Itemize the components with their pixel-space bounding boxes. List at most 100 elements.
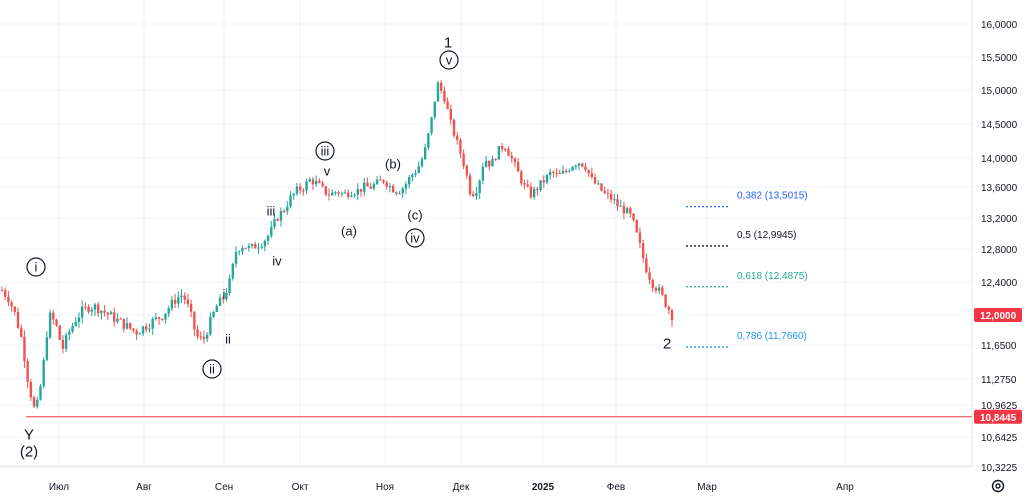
candle-body xyxy=(603,191,605,193)
candle-body xyxy=(527,185,529,187)
candle-body xyxy=(334,192,336,193)
candle-body xyxy=(257,248,259,249)
y-tick-label: 12,8000 xyxy=(981,245,1018,256)
candle-body xyxy=(68,332,70,335)
candle-body xyxy=(155,317,157,319)
candle-body xyxy=(55,320,57,326)
candle-body xyxy=(613,199,615,200)
candle-body xyxy=(299,187,301,191)
candle-body xyxy=(97,304,99,313)
wave-label: (a) xyxy=(341,224,357,239)
candle-body xyxy=(565,171,567,172)
candle-body xyxy=(453,120,455,136)
candle-body xyxy=(664,295,666,307)
gear-icon[interactable] xyxy=(990,478,1006,494)
candle-body xyxy=(549,172,551,175)
candle-body xyxy=(148,329,150,330)
grid xyxy=(0,0,972,467)
candle-body xyxy=(225,293,227,299)
candle-body xyxy=(145,326,147,329)
y-tick-label: 10,3225 xyxy=(981,463,1018,474)
candle-body xyxy=(437,83,439,102)
wave-label: (b) xyxy=(385,157,401,172)
candle-body xyxy=(276,219,278,221)
wave-label: i xyxy=(223,287,226,302)
candle-body xyxy=(623,206,625,214)
candle-body xyxy=(196,330,198,337)
y-tick-label: 15,0000 xyxy=(981,86,1018,97)
candle-body xyxy=(658,287,660,290)
x-tick-label: Авг xyxy=(136,482,152,493)
candle-body xyxy=(466,166,468,175)
candle-body xyxy=(139,333,141,334)
x-tick-label: Окт xyxy=(292,482,309,493)
candle-body xyxy=(116,319,118,322)
candle-body xyxy=(212,312,214,317)
x-tick-label: Фев xyxy=(607,482,625,493)
candle-body xyxy=(597,183,599,184)
candle-body xyxy=(273,219,275,227)
candle-body xyxy=(642,243,644,258)
wave-label: v xyxy=(324,164,331,179)
fib-label: 0,618 (12,4875) xyxy=(737,271,808,282)
candle-body xyxy=(293,194,295,196)
wave-labels: 1viiiiiiiviiiiiiivv(a)(b)(c)Y(2)2 xyxy=(20,35,671,461)
candle-body xyxy=(325,186,327,194)
candle-body xyxy=(360,189,362,192)
wave-label: v xyxy=(446,53,453,68)
candle-body xyxy=(283,211,285,212)
candle-body xyxy=(42,360,44,386)
candle-body xyxy=(241,248,243,252)
candle-body xyxy=(180,296,182,298)
candle-body xyxy=(135,331,137,335)
candle-body xyxy=(501,146,503,149)
candle-body xyxy=(7,297,9,303)
candle-body xyxy=(344,192,346,193)
candle-body xyxy=(10,302,12,306)
candle-body xyxy=(14,307,16,312)
candle-body xyxy=(434,102,436,118)
candle-body xyxy=(488,161,490,167)
candle-body xyxy=(594,177,596,183)
candle-body xyxy=(36,400,38,407)
candle-body xyxy=(33,397,35,406)
candle-body xyxy=(418,166,420,173)
candle-body xyxy=(632,214,634,220)
candle-body xyxy=(389,186,391,187)
candle-body xyxy=(302,190,304,191)
candle-body xyxy=(232,264,234,279)
candle-body xyxy=(539,180,541,190)
wave-label: iv xyxy=(272,254,282,269)
candle-body xyxy=(482,167,484,181)
candle-body xyxy=(671,310,673,320)
candle-body xyxy=(251,244,253,246)
y-tick-label: 11,2750 xyxy=(981,375,1017,386)
candle-body xyxy=(164,314,166,320)
candle-body xyxy=(414,173,416,175)
candle-body xyxy=(661,287,663,294)
candle-body xyxy=(555,173,557,174)
candle-body xyxy=(639,232,641,243)
candle-body xyxy=(369,186,371,188)
candle-body xyxy=(184,296,186,300)
fib-label: 0,382 (13,5015) xyxy=(737,191,808,202)
candle-body xyxy=(129,323,131,329)
y-axis: 16,000015,500015,000014,500014,000013,60… xyxy=(981,20,1018,474)
support-price-badge-text: 10,8445 xyxy=(980,413,1017,424)
candle-body xyxy=(402,189,404,194)
candle-body xyxy=(228,278,230,293)
candle-body xyxy=(530,186,532,197)
candle-body xyxy=(244,248,246,249)
wave-label: (c) xyxy=(407,208,422,223)
candle-body xyxy=(504,149,506,150)
candle-body xyxy=(511,156,513,159)
candle-body xyxy=(459,140,461,154)
y-tick-label: 13,2000 xyxy=(981,214,1018,225)
candle-body xyxy=(289,195,291,206)
candle-body xyxy=(443,91,445,102)
x-axis: Июл Авг Сен Окт Ноя Дек 2025 Фев Мар Апр xyxy=(49,482,854,493)
y-tick-label: 14,0000 xyxy=(981,154,1018,165)
y-tick-label: 12,4000 xyxy=(981,278,1018,289)
candle-body xyxy=(321,183,323,186)
